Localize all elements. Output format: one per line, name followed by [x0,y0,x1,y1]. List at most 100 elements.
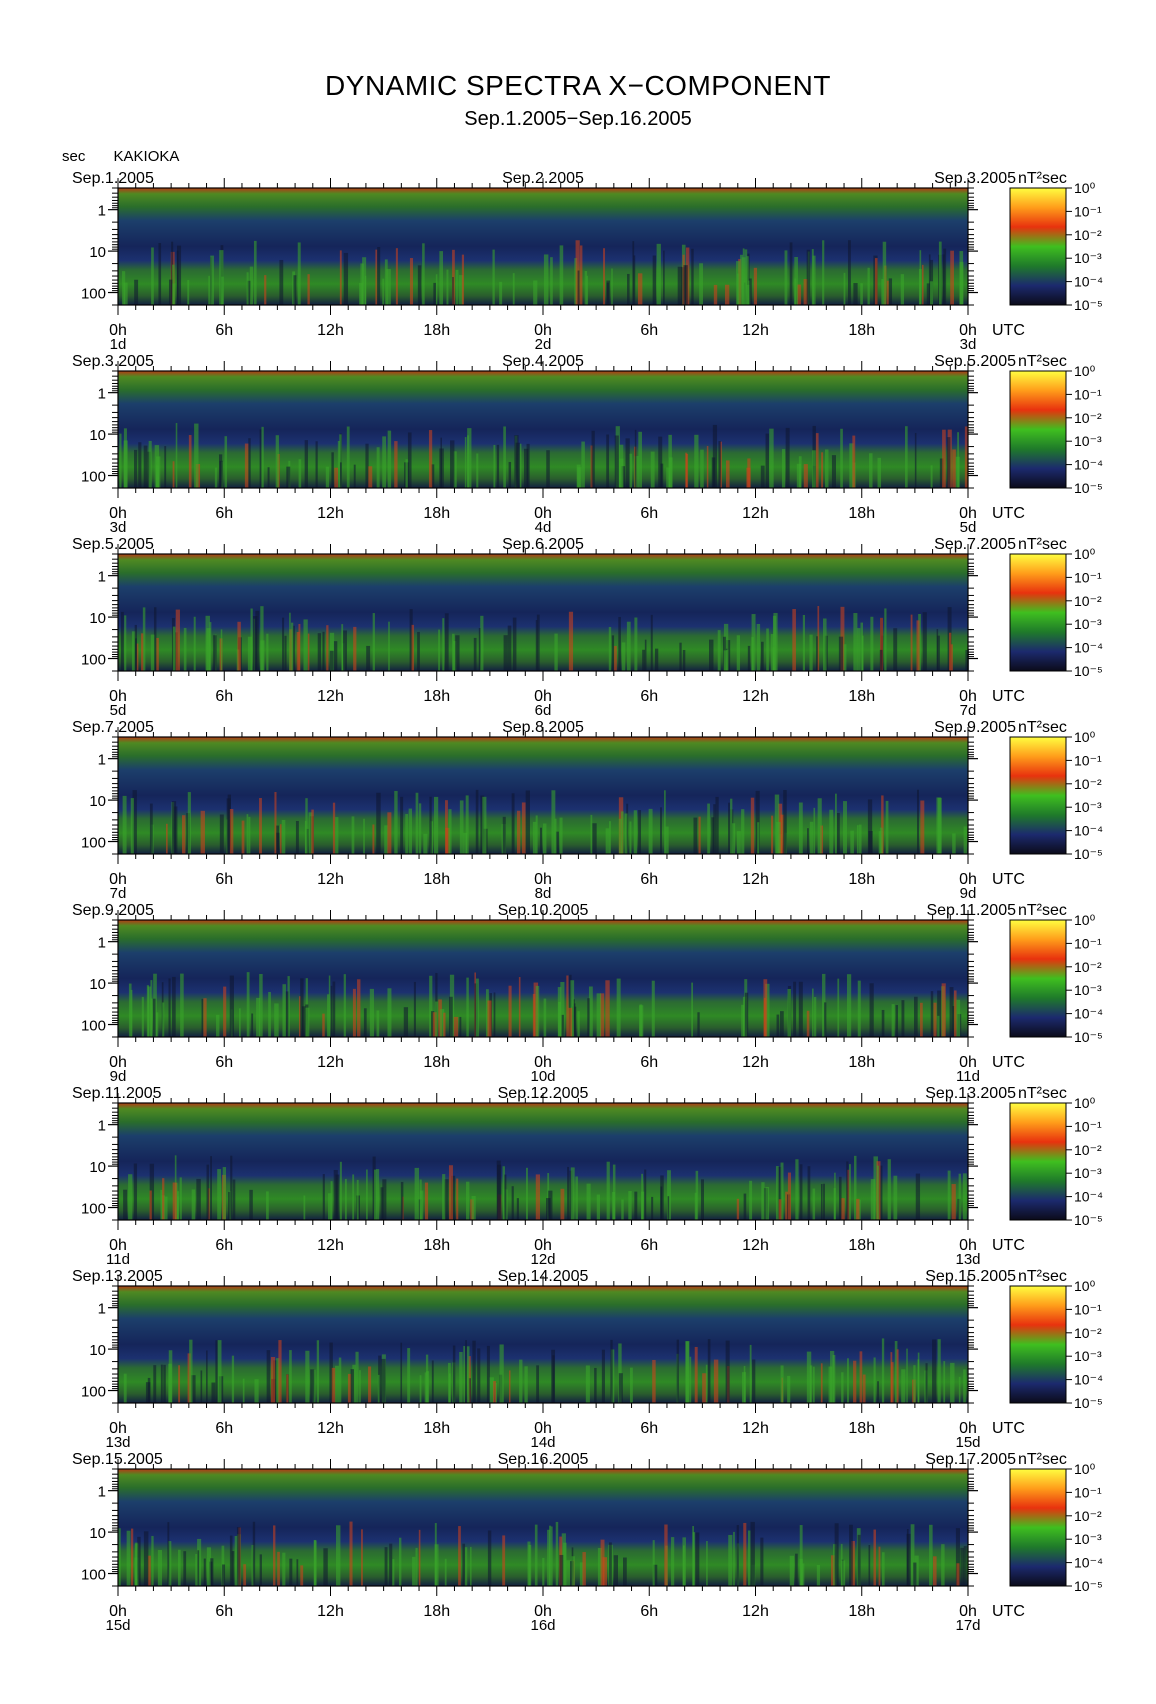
spectrogram-streak [386,269,391,305]
spectrogram-streak [777,1167,782,1220]
spectrogram-streak [188,435,192,488]
spectrogram-streak [856,825,859,854]
colorbar-tick-label: 10⁻⁵ [1074,1395,1103,1411]
spectrogram-streak [266,633,269,671]
spectrogram-streak [328,1193,332,1220]
spectrogram-streak [343,974,346,1037]
spectrogram-streak [620,811,624,854]
spectrogram-streak [828,1366,833,1403]
spectrogram-streak [568,611,574,671]
spectrogram-streak [851,1540,855,1586]
spectrogram-streak [253,240,257,305]
colorbar-tick-label: 10⁻² [1074,410,1102,426]
spectrogram-streak [901,1000,905,1037]
spectrogram-streak [384,1547,388,1586]
spectrogram-streak [151,1535,154,1586]
x-tick-label: 12h [742,505,769,522]
spectrogram-streak [419,1375,422,1403]
colorbar-tick-label: 10⁻⁴ [1074,457,1103,473]
x-tick-label: 6h [215,505,233,522]
spectrogram-streak [776,822,781,854]
spectrogram-streak [857,980,861,1037]
spectrogram-streak [960,1547,965,1586]
spectrogram-streak [803,464,808,488]
spectrogram-streak [600,993,605,1037]
spectrogram-streak [289,612,291,671]
spectrogram-streak [519,1359,523,1403]
spectrogram-streak [671,1537,675,1586]
x-tick-label: 0h [534,322,552,339]
spectrogram-streak [357,979,361,1037]
spectrogram-streak [359,282,363,305]
spectrogram-streak [282,617,285,671]
spectrogram-streak [148,440,152,488]
spectrogram-streak [322,1174,325,1220]
spectrogram-streak [448,1165,453,1220]
spectrogram-streak [355,1351,359,1403]
spectrogram-streak [743,1522,747,1586]
spectrogram-streak [472,1340,476,1403]
spectrogram-streak [417,265,422,305]
spectrogram-streak [325,466,330,488]
spectrogram-streak [840,428,843,488]
spectrogram-streak [452,633,455,671]
colorbar-tick-label: 10⁻³ [1074,1348,1102,1364]
spectra-panel-8: Sep.15.2005 Sep.16.2005 Sep.17.2005 nT²sec1… [72,1451,1103,1634]
spectrogram-streak [222,1167,227,1220]
x-tick-label: 12h [742,1420,769,1437]
spectrogram-streak [220,629,223,671]
spectrogram-streak [542,823,547,854]
spectrogram-streak [206,1164,210,1220]
spectrogram-streak [224,436,228,488]
spectrogram-streak [433,796,439,854]
spectrogram-streak [561,1014,564,1037]
spectrogram-streak [943,248,947,305]
spectrogram-streak [667,1170,671,1220]
spectrogram-streak [841,1372,844,1403]
spectrogram-streak [327,994,330,1037]
spectrogram-streak [444,613,449,671]
spectra-panel-4: Sep.7.2005 Sep.8.2005 Sep.9.2005 nT²sec1101… [72,719,1103,902]
spectrogram-streak [442,1174,446,1220]
spectrogram-streak [374,1169,377,1220]
spectrogram-streak [795,1159,799,1220]
colorbar-unit: nT²sec [1018,719,1067,736]
spectrogram-streak [858,824,862,854]
spectrogram-streak [749,1180,753,1220]
spectrogram-streak [237,621,241,671]
spectrogram-streak [914,1555,919,1586]
spectrogram-streak [652,1540,655,1586]
spectrogram-streak [937,1339,941,1403]
spectrogram-streak [852,435,856,488]
colorbar-tick-label: 10⁻¹ [1074,1484,1102,1500]
spectrogram-streak [333,641,338,671]
spectrogram-streak [937,635,940,671]
panel-date-left: Sep.7.2005 [72,719,154,736]
spectrogram-streak [689,1356,692,1403]
spectrogram-streak [452,1345,456,1403]
spectrogram-streak [448,1373,451,1403]
y-tick-label: 100 [81,286,106,303]
spectrogram-streak [279,259,284,305]
spectrogram-streak [910,614,913,671]
spectrogram-streak [658,436,663,488]
y-tick-label: 100 [81,1567,106,1584]
spectrogram-streak [149,1163,155,1220]
spectrogram-streak [217,1169,222,1220]
spectrogram-streak [164,446,167,488]
spectrogram-streak [458,275,464,305]
spectrogram-streak [141,633,144,671]
spectrogram-streak [330,985,333,1037]
spectrogram-streak [621,1199,624,1220]
spectrogram-streak [887,1159,891,1220]
spectrogram-streak [906,1533,911,1586]
x-unit-label: UTC [992,505,1025,522]
spectrogram-streak [566,975,569,1037]
spectrogram-streak [346,426,350,488]
spectrogram-streak [466,1181,470,1220]
spectrogram-streak [122,795,127,854]
colorbar-tick-label: 10⁰ [1074,1278,1096,1294]
spectrogram-streak [194,423,199,488]
spectrogram-streak [295,820,299,854]
spectrogram-streak [431,1360,434,1403]
